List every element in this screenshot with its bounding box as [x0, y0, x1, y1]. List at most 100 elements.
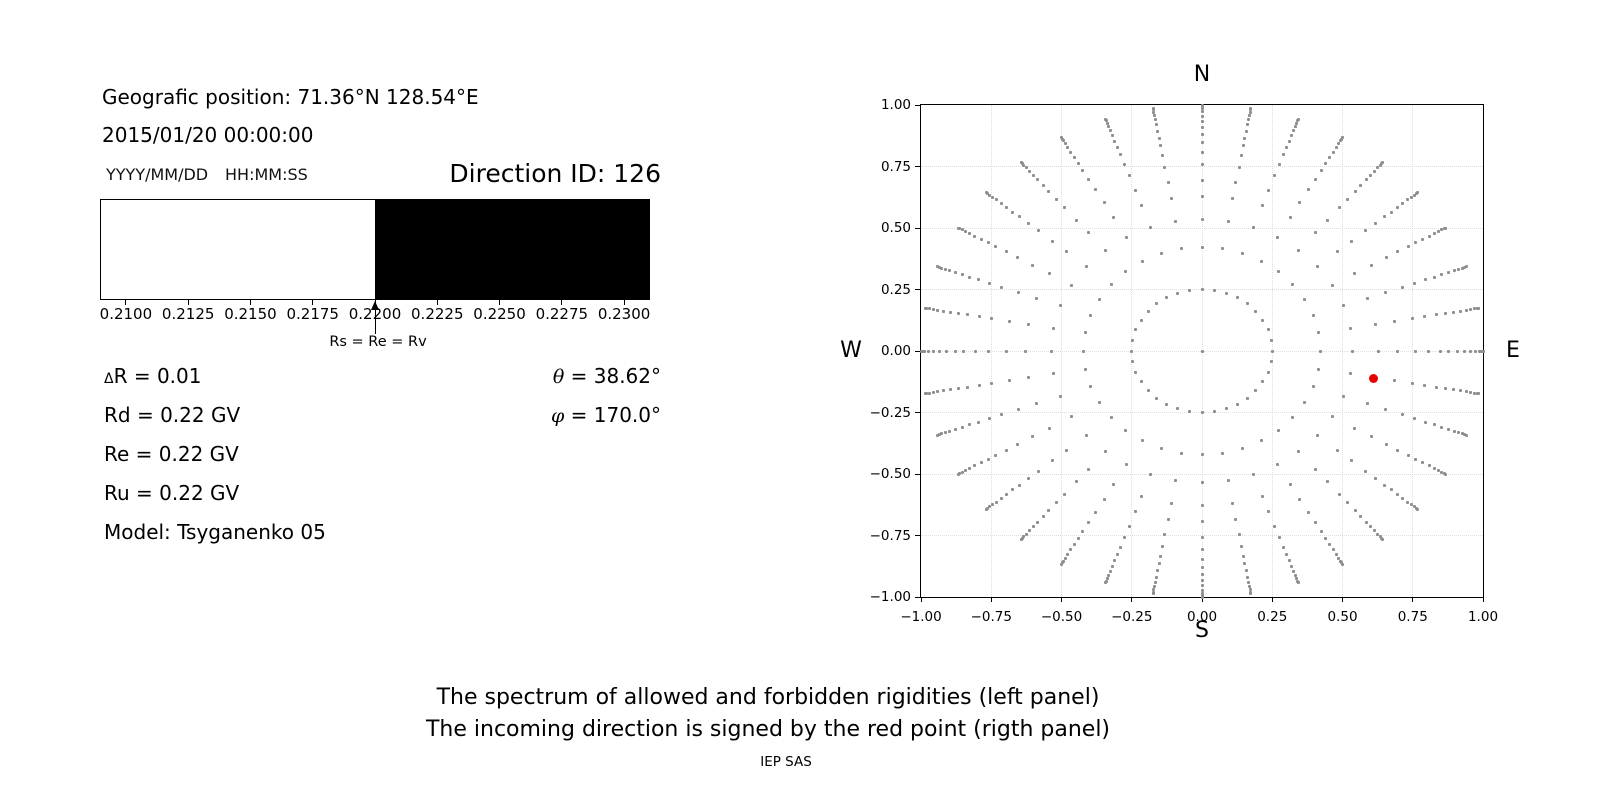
asymptotic-direction-dot — [1153, 584, 1157, 588]
asymptotic-direction-dot — [1295, 577, 1299, 581]
asymptotic-direction-dot — [923, 306, 927, 310]
asymptotic-direction-dot — [1165, 296, 1169, 300]
asymptotic-direction-dot — [949, 388, 953, 392]
asymptotic-direction-dot — [1004, 250, 1008, 254]
asymptotic-direction-dot — [1440, 425, 1444, 429]
asymptotic-direction-dot — [1226, 219, 1230, 223]
asymptotic-direction-dot — [1047, 189, 1051, 193]
asymptotic-direction-dot — [1319, 168, 1323, 172]
asymptotic-direction-dot — [1041, 515, 1045, 519]
asymptotic-direction-dot — [987, 349, 991, 353]
x-tick-label: 0.2225 — [411, 305, 464, 323]
asymptotic-direction-dot — [1353, 426, 1357, 430]
asymptotic-direction-dot — [949, 310, 953, 314]
asymptotic-direction-dot — [1031, 434, 1035, 438]
asymptotic-direction-dot — [1369, 525, 1373, 529]
asymptotic-direction-dot — [1108, 570, 1112, 574]
y-tick-mark — [915, 104, 920, 106]
asymptotic-direction-dot — [1410, 317, 1414, 321]
asymptotic-direction-dot — [1103, 450, 1107, 454]
asymptotic-direction-dot — [1065, 448, 1069, 452]
asymptotic-direction-dot — [1110, 133, 1114, 137]
asymptotic-direction-dot — [1070, 415, 1074, 419]
x-tick-label: 0.25 — [1257, 609, 1288, 625]
asymptotic-direction-dot — [1440, 470, 1444, 474]
asymptotic-direction-dot — [976, 420, 980, 424]
asymptotic-direction-dot — [1200, 195, 1204, 198]
asymptotic-direction-dot — [1319, 349, 1323, 353]
asymptotic-direction-dot — [1313, 520, 1317, 524]
param-text: Model: Tsyganenko 05 — [104, 520, 326, 544]
asymptotic-direction-dot — [1212, 410, 1216, 414]
asymptotic-direction-dot — [1406, 198, 1410, 202]
asymptotic-direction-dot — [1200, 579, 1204, 583]
asymptotic-direction-dot — [1249, 591, 1253, 595]
asymptotic-direction-dot — [1477, 392, 1481, 396]
asymptotic-direction-dot — [990, 317, 994, 321]
asymptotic-direction-dot — [1119, 545, 1122, 549]
asymptotic-direction-dot — [1315, 264, 1319, 268]
asymptotic-direction-dot — [1069, 548, 1073, 552]
asymptotic-direction-dot — [1277, 535, 1281, 539]
asymptotic-direction-dot — [1000, 285, 1004, 289]
asymptotic-direction-dot — [1395, 493, 1399, 497]
asymptotic-direction-dot — [1176, 291, 1180, 295]
boundary-arrow-icon — [371, 301, 379, 334]
asymptotic-direction-dot — [1081, 349, 1085, 353]
asymptotic-direction-dot — [1200, 536, 1204, 540]
asymptotic-direction-dot — [1335, 250, 1339, 254]
asymptotic-direction-dot — [1174, 219, 1178, 223]
asymptotic-direction-dot — [1221, 247, 1225, 251]
asymptotic-direction-dot — [1406, 453, 1410, 457]
asymptotic-direction-dot — [1297, 450, 1301, 454]
x-tick-mark — [187, 300, 189, 305]
asymptotic-direction-dot — [1200, 481, 1204, 485]
asymptotic-direction-dot — [1288, 215, 1292, 219]
asymptotic-direction-dot — [1432, 423, 1436, 427]
asymptotic-direction-dot — [977, 315, 981, 319]
asymptotic-direction-dot — [1400, 413, 1404, 417]
asymptotic-direction-dot — [1131, 360, 1135, 364]
asymptotic-direction-dot — [968, 466, 972, 470]
asymptotic-direction-dot — [1348, 372, 1352, 376]
x-tick-label: 0.2150 — [224, 305, 277, 323]
asymptotic-direction-dot — [1247, 580, 1251, 584]
asymptotic-direction-dot — [1369, 434, 1373, 438]
asymptotic-direction-dot — [1247, 114, 1251, 118]
y-tick-mark — [915, 535, 920, 536]
asymptotic-direction-dot — [1353, 189, 1357, 193]
asymptotic-direction-dot — [1047, 272, 1051, 276]
asymptotic-direction-dot — [1341, 394, 1345, 398]
asymptotic-direction-dot — [1406, 500, 1410, 504]
asymptotic-direction-dot — [962, 349, 966, 353]
asymptotic-direction-dot — [1423, 315, 1427, 319]
datetime-text: 2015/01/20 00:00:00 — [102, 123, 314, 147]
asymptotic-direction-dot — [1339, 139, 1343, 143]
param-text: R = 0.01 — [113, 364, 202, 388]
asymptotic-direction-dot — [1350, 239, 1354, 243]
asymptotic-direction-dot — [1241, 144, 1245, 148]
asymptotic-direction-dot — [1015, 442, 1019, 446]
asymptotic-direction-dot — [991, 503, 995, 507]
asymptotic-direction-dot — [1008, 319, 1012, 323]
asymptotic-direction-dot — [1050, 459, 1054, 463]
asymptotic-direction-dot — [1200, 349, 1204, 353]
x-tick-label: 0.00 — [1186, 609, 1218, 625]
asymptotic-direction-dot — [1254, 309, 1258, 313]
asymptotic-direction-dot — [1063, 142, 1067, 146]
asymptotic-direction-dot — [1353, 272, 1357, 276]
asymptotic-direction-dot — [1363, 469, 1367, 473]
asymptotic-direction-dot — [1200, 133, 1204, 137]
asymptotic-direction-dot — [1339, 559, 1343, 563]
asymptotic-direction-dot — [1149, 225, 1153, 229]
asymptotic-direction-dot — [1119, 153, 1122, 157]
asymptotic-direction-dot — [1246, 575, 1250, 579]
x-tick-mark — [249, 300, 251, 305]
asymptotic-direction-dot — [1334, 552, 1338, 556]
asymptotic-direction-dot — [1311, 313, 1315, 317]
asymptotic-direction-dot — [1016, 291, 1020, 295]
asymptotic-direction-dot — [1249, 107, 1253, 111]
asymptotic-direction-dot — [1188, 410, 1192, 414]
asymptotic-direction-dot — [986, 241, 990, 245]
asymptotic-direction-dot — [1034, 296, 1038, 300]
